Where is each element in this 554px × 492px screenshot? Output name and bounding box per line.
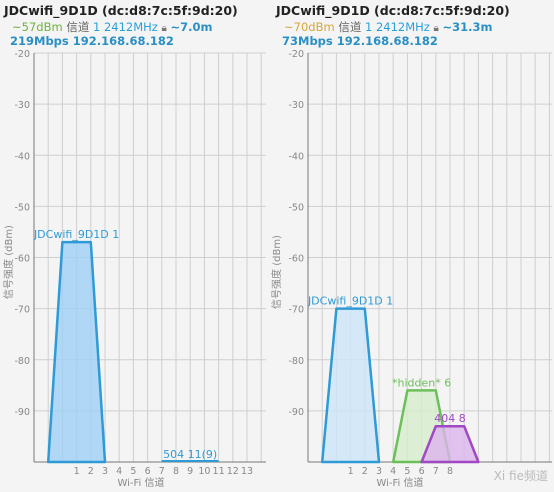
x-tick-label: 7: [159, 466, 165, 477]
watermark: Xi fie频道: [493, 469, 548, 483]
x-tick-label: 1: [348, 466, 354, 477]
y-tick-label: -30: [14, 100, 30, 111]
y-axis-title: 信号强度 (dBm): [270, 235, 283, 309]
network-label: *hidden* 6: [392, 376, 451, 389]
x-tick-label: 6: [145, 466, 151, 477]
channel-label: 信道: [66, 20, 90, 34]
speed-ip-line: 219Mbps 192.168.68.182: [10, 34, 174, 48]
network-title: JDCwifi_9D1D (dc:d8:7c:5f:9d:20): [276, 3, 510, 18]
channel-value: 1: [92, 20, 101, 34]
distance-estimate: ~31.3m: [442, 20, 493, 34]
network-signal-shape: [320, 307, 381, 464]
y-tick-label: -60: [288, 254, 304, 265]
x-tick-label: 10: [198, 466, 210, 477]
y-tick-label: -40: [14, 151, 30, 162]
frequency: 2412MHz: [375, 20, 430, 34]
x-tick-label: 6: [419, 466, 425, 477]
network-title: JDCwifi_9D1D (dc:d8:7c:5f:9d:20): [4, 3, 238, 18]
x-tick-label: 12: [227, 466, 239, 477]
x-tick-label: 3: [102, 466, 108, 477]
y-tick-label: -50: [288, 202, 304, 213]
x-axis-title: Wi-Fi 信道: [376, 476, 423, 489]
y-tick-label: -30: [288, 100, 304, 111]
y-tick-label: -20: [14, 49, 30, 60]
x-tick-label: 5: [404, 466, 410, 477]
network-label: JDCwifi_9D1D 1: [33, 228, 119, 241]
x-tick-label: 4: [116, 466, 122, 477]
speed-ip-line: 73Mbps 192.168.68.182: [282, 34, 438, 48]
x-tick-label: 3: [376, 466, 382, 477]
signal-strength: ~57dBm: [12, 20, 63, 34]
y-tick-label: -20: [288, 49, 304, 60]
network-signal-shape: [46, 240, 107, 464]
network-info-line: ~57dBm 信道 1 2412MHz 🔒︎ ~7.0m: [12, 19, 212, 35]
network-label: 404 8: [434, 412, 466, 425]
lock-icon: 🔒︎: [161, 23, 167, 34]
y-tick-label: -80: [14, 356, 30, 367]
x-tick-label: 11: [213, 466, 225, 477]
frequency: 2412MHz: [103, 20, 158, 34]
x-tick-label: 5: [130, 466, 136, 477]
x-tick-label: 8: [173, 466, 179, 477]
y-tick-label: -50: [14, 202, 30, 213]
x-tick-label: 2: [88, 466, 94, 477]
x-tick-label: 13: [241, 466, 253, 477]
signal-strength: ~70dBm: [284, 20, 335, 34]
x-tick-label: 2: [362, 466, 368, 477]
left-panel: JDCwifi_9D1D (dc:d8:7c:5f:9d:20) ~57dBm …: [0, 0, 272, 492]
y-tick-label: -70: [14, 305, 30, 316]
y-tick-label: -70: [288, 305, 304, 316]
lock-icon: 🔒︎: [433, 23, 439, 34]
network-signal-shape: [420, 424, 480, 464]
network-info-line: ~70dBm 信道 1 2412MHz 🔒︎ ~31.3m: [284, 19, 492, 35]
y-tick-label: -90: [14, 407, 30, 418]
distance-estimate: ~7.0m: [170, 20, 213, 34]
y-tick-label: -80: [288, 356, 304, 367]
y-tick-label: -40: [288, 151, 304, 162]
x-tick-label: 9: [187, 466, 193, 477]
x-tick-label: 4: [390, 466, 396, 477]
y-axis-title: 信号强度 (dBm): [2, 225, 15, 299]
network-label: 504 11(9): [163, 448, 217, 461]
channel-label: 信道: [338, 20, 362, 34]
x-tick-label: 8: [447, 466, 453, 477]
y-tick-label: -90: [288, 407, 304, 418]
signal-chart-right: -20 -30 -40 -50 -60 -70 -80 -90 1 2 3 4 5 6 7 8 Wi-Fi 信道…: [270, 49, 552, 489]
right-panel: JDCwifi_9D1D (dc:d8:7c:5f:9d:20) ~70dBm …: [270, 0, 554, 492]
y-tick-label: -60: [14, 254, 30, 265]
x-tick-label: 1: [74, 466, 80, 477]
channel-value: 1: [364, 20, 373, 34]
x-axis-title: Wi-Fi 信道: [117, 476, 164, 489]
signal-chart-left: -20-30-40-50-60-70-80-901 2 3 4 5 6 7 8 9 10 11 12 1…: [2, 49, 266, 489]
x-tick-label: 7: [433, 466, 439, 477]
network-label: JDCwifi_9D1D 1: [307, 295, 393, 308]
